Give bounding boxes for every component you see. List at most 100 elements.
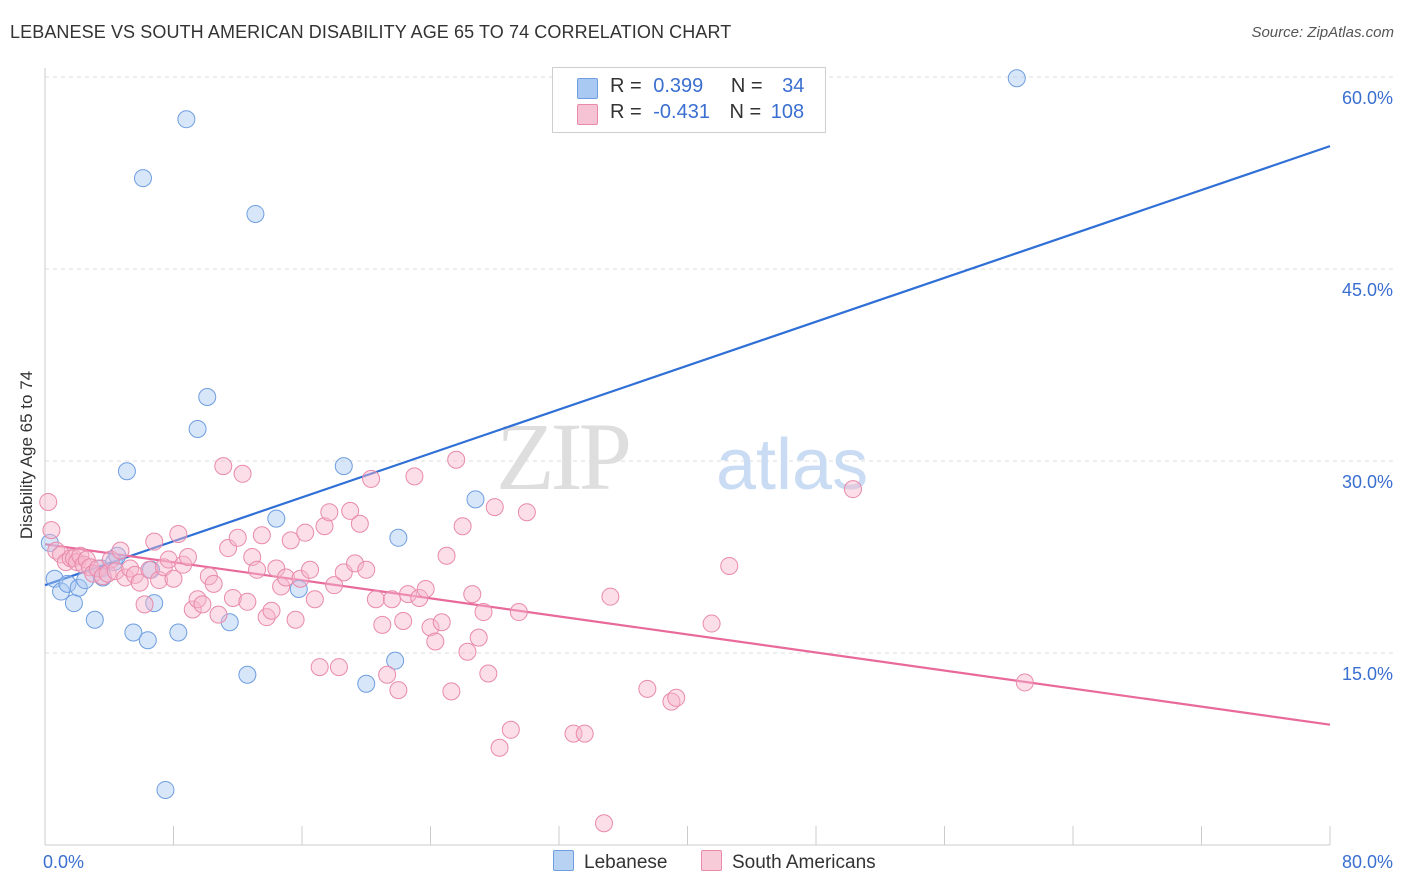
data-point	[310, 658, 329, 677]
data-point	[601, 587, 620, 606]
legend-r-value: -0.431	[653, 101, 710, 123]
bottom-legend-label: Lebanese	[584, 852, 668, 873]
data-point	[156, 780, 175, 799]
data-point	[169, 524, 188, 543]
data-point	[58, 574, 77, 593]
legend-n-value: 108	[770, 101, 805, 123]
data-point	[169, 623, 188, 642]
data-point	[594, 814, 613, 833]
data-point	[416, 580, 435, 598]
data-point	[474, 603, 493, 622]
data-point	[135, 595, 154, 614]
data-point	[453, 517, 472, 536]
data-point	[145, 532, 164, 551]
data-point	[204, 574, 223, 593]
legend-swatch-pink	[577, 104, 598, 125]
trend-line-blue	[44, 145, 1331, 587]
watermark-zip: ZIP	[496, 403, 629, 510]
y-tick-labels: 15.0% 30.0% 45.0% 60.0%	[1342, 88, 1393, 684]
data-point	[209, 605, 228, 624]
data-point	[442, 682, 461, 701]
data-point	[373, 615, 392, 634]
data-point	[130, 573, 149, 592]
legend-swatch-blue	[577, 78, 598, 99]
data-point	[509, 603, 528, 622]
bottom-legend-south-americans: South Americans	[701, 850, 876, 874]
data-point	[188, 590, 207, 609]
data-point	[276, 568, 295, 587]
data-point	[52, 582, 71, 601]
data-point	[85, 610, 104, 629]
x-tick-max: 80.0%	[1341, 852, 1393, 872]
data-point	[501, 720, 520, 739]
data-point	[341, 501, 360, 520]
data-point	[702, 614, 721, 633]
data-point	[350, 514, 369, 533]
data-point	[843, 480, 862, 499]
data-point	[183, 600, 202, 619]
data-point	[357, 560, 376, 579]
data-point	[291, 569, 310, 588]
data-point	[238, 665, 257, 684]
data-point	[214, 457, 233, 476]
y-tick-label: 45.0%	[1342, 280, 1393, 300]
data-point	[667, 688, 686, 707]
axes	[44, 68, 1331, 846]
data-point	[315, 517, 334, 536]
data-point	[117, 462, 136, 481]
data-point	[228, 528, 247, 547]
data-point	[246, 204, 265, 223]
legend-n-label: N =	[730, 75, 763, 97]
data-point	[188, 420, 207, 438]
trend-line-pink	[44, 543, 1331, 726]
data-point	[485, 498, 504, 517]
data-point	[410, 588, 429, 607]
data-point	[389, 528, 408, 547]
data-point	[320, 503, 339, 522]
watermark-atlas: atlas	[716, 425, 868, 505]
data-point	[233, 464, 252, 483]
data-point	[252, 526, 271, 545]
data-point	[296, 523, 315, 542]
data-point	[366, 590, 385, 609]
data-point	[262, 601, 281, 620]
data-point	[405, 467, 424, 486]
data-point	[469, 628, 488, 647]
data-point	[329, 658, 348, 677]
bottom-legend-lebanese: Lebanese	[553, 850, 667, 874]
data-point	[432, 613, 451, 632]
data-point	[267, 559, 286, 578]
data-point	[382, 590, 401, 609]
data-point	[394, 612, 413, 630]
data-point	[69, 578, 88, 597]
data-point	[378, 665, 397, 684]
data-point	[198, 388, 217, 406]
data-point	[178, 548, 197, 566]
data-point	[177, 110, 196, 129]
data-point	[517, 503, 536, 522]
data-point	[1015, 673, 1034, 692]
data-point	[334, 457, 353, 476]
y-axis-label: Disability Age 65 to 74	[17, 370, 36, 540]
data-point	[458, 642, 477, 661]
watermark: ZIP atlas	[496, 403, 868, 510]
data-point	[386, 651, 405, 670]
data-point	[111, 541, 130, 560]
data-point	[399, 585, 418, 604]
data-point	[638, 679, 657, 698]
data-point	[281, 531, 300, 550]
y-tick-label: 60.0%	[1342, 88, 1393, 108]
data-point	[421, 618, 440, 637]
data-point	[325, 576, 344, 595]
data-points	[39, 69, 1034, 833]
data-point	[346, 554, 365, 573]
stats-legend: R = 0.399 N = 34 R = -0.431 N = 108	[552, 67, 826, 133]
series-pink	[39, 450, 1034, 833]
source-label: Source: ZipAtlas.com	[1251, 24, 1394, 41]
data-point	[447, 450, 466, 469]
legend-r-label: R =	[610, 101, 642, 123]
bottom-legend-swatch-blue	[553, 850, 574, 871]
grid-lines	[45, 76, 1393, 654]
data-point	[164, 569, 183, 588]
data-point	[145, 594, 164, 613]
